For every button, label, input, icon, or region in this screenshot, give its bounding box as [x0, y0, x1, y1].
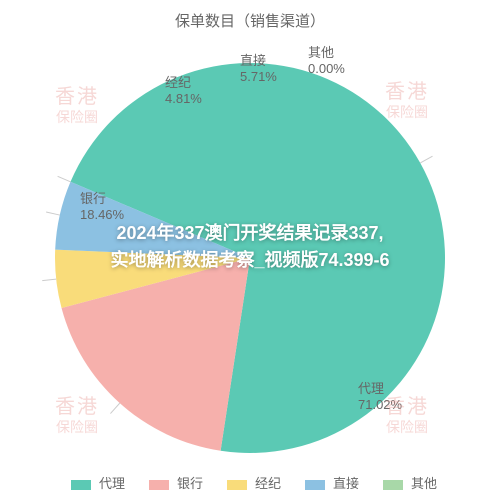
overlay-caption: 2024年337澳门开奖结果记录337, 实地解析数据考察_视频版74.399-…	[0, 220, 500, 274]
legend-swatch-broker	[227, 480, 247, 490]
legend-swatch-other	[383, 480, 403, 490]
legend: 代理银行经纪直接其他	[0, 473, 500, 492]
label-direct: 直接5.71%	[240, 50, 277, 84]
label-other: 其他0.00%	[308, 42, 345, 76]
legend-item-agent: 代理	[63, 473, 125, 492]
overlay-line1: 2024年337澳门开奖结果记录337,	[0, 220, 500, 247]
label-broker: 经纪4.81%	[165, 72, 202, 106]
overlay-line2: 实地解析数据考察_视频版74.399-6	[0, 247, 500, 274]
legend-swatch-bank	[149, 480, 169, 490]
label-bank: 银行18.46%	[80, 188, 124, 222]
label-agent: 代理71.02%	[358, 378, 402, 412]
legend-item-other: 其他	[375, 473, 437, 492]
legend-item-broker: 经纪	[219, 473, 281, 492]
chart-root: 保单数目（销售渠道） 代理71.02%银行18.46%经纪4.81%直接5.71…	[0, 0, 500, 500]
legend-item-direct: 直接	[297, 473, 359, 492]
legend-swatch-agent	[71, 480, 91, 490]
legend-swatch-direct	[305, 480, 325, 490]
legend-item-bank: 银行	[141, 473, 203, 492]
